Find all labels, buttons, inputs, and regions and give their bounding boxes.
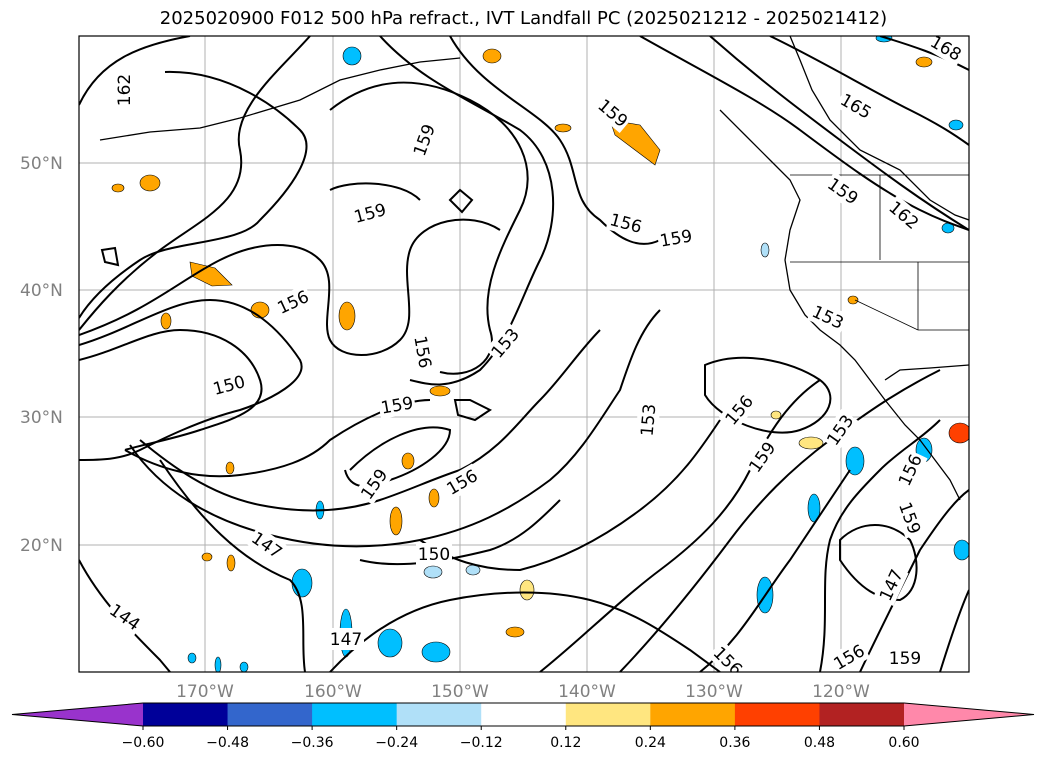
colorbar-tick-label: −0.12 (460, 735, 503, 751)
refractivity-contours (79, 36, 969, 672)
contour-label-bg (485, 322, 525, 364)
colorbar-segment (650, 703, 736, 726)
contour-label-bg (924, 36, 968, 67)
contour-label-bg (893, 497, 927, 539)
colorbar-tick-label: −0.48 (206, 735, 249, 751)
colorbar-segment (565, 703, 651, 726)
contour-label-bg (892, 449, 928, 491)
contour-label-bg (377, 391, 417, 419)
contour-label-bg (656, 224, 696, 252)
contour-label-bg (834, 87, 878, 125)
colorbar-segment (396, 703, 482, 726)
lat-label: 20°N (20, 536, 63, 556)
contour-label-bg (592, 93, 634, 133)
coastlines (99, 36, 969, 501)
colorbar-segment (481, 703, 567, 726)
contour-label-bg (707, 640, 749, 672)
lon-label: 150°W (431, 682, 489, 702)
colorbar-tick-label: −0.36 (291, 735, 334, 751)
colorbar: −0.60 −0.48 −0.36 −0.24 −0.12 0.12 0.24 0.36 0.4… (11, 702, 1035, 751)
ivt-shading (111, 36, 969, 672)
contour-label: 153 (638, 403, 661, 437)
contour-label-bg (113, 72, 135, 108)
contour-label: 150 (418, 545, 450, 565)
lon-label: 170°W (176, 682, 234, 702)
latitude-labels: 50°N 40°N 30°N 20°N (20, 154, 63, 556)
contour-label-bg (407, 119, 441, 161)
colorbar-tick-label: 0.60 (888, 735, 919, 751)
contour-label-bg (827, 638, 871, 672)
contour-label: 147 (330, 630, 362, 650)
contour-label-bg (328, 628, 364, 650)
contour-label-bg (440, 463, 484, 501)
contour-label-bg (416, 543, 452, 565)
colorbar-tick-label: −0.24 (375, 735, 418, 751)
contour-label-bg (821, 171, 865, 211)
contour-label-bg (208, 369, 250, 401)
contour-label-bg (820, 408, 860, 452)
contour-label-bg (873, 564, 909, 606)
contour-label-bg (409, 332, 437, 372)
contour-label: 159 (889, 649, 921, 669)
contour-label-bg (887, 647, 923, 669)
colorbar-tick-label: 0.48 (804, 735, 835, 751)
positive-anomalies (111, 48, 969, 638)
contour-label-bg (635, 401, 661, 439)
colorbar-extend-high (904, 703, 1034, 726)
longitude-labels: 170°W 160°W 150°W 140°W 130°W 120°W (176, 682, 870, 702)
contour-label-bg (719, 389, 759, 431)
contour-label-bg (742, 435, 782, 479)
map-title: 2025020900 F012 500 hPa refract., IVT La… (159, 8, 888, 29)
contour-label-bg (605, 207, 647, 239)
political-borders (790, 174, 969, 331)
colorbar-tick-label: 0.12 (550, 735, 581, 751)
lon-label: 160°W (304, 682, 362, 702)
lon-label: 120°W (812, 682, 870, 702)
lat-label: 30°N (20, 408, 63, 428)
colorbar-segment (312, 703, 398, 726)
colorbar-segment (819, 703, 905, 726)
contour-label-bg (245, 525, 289, 565)
colorbar-segment (227, 703, 313, 726)
contour-label-bg (103, 597, 147, 637)
contour-label-bg (807, 299, 849, 335)
lat-label: 50°N (20, 154, 63, 174)
contour-label-bg (354, 462, 394, 506)
graticule (79, 36, 969, 672)
lon-label: 140°W (558, 682, 616, 702)
colorbar-tick-label: 0.36 (719, 735, 750, 751)
lon-label: 130°W (685, 682, 743, 702)
contour-label-bg (349, 197, 391, 229)
colorbar-tick-label: −0.60 (122, 735, 165, 751)
colorbar-segment (734, 703, 820, 726)
lat-label: 40°N (20, 281, 63, 301)
colorbar-extend-low (12, 703, 143, 726)
colorbar-segment (143, 703, 229, 726)
contour-label: 162 (115, 74, 135, 106)
colorbar-tick-label: 0.24 (635, 735, 666, 751)
contour-label-bg (272, 284, 314, 320)
contour-label-bg (883, 195, 925, 235)
